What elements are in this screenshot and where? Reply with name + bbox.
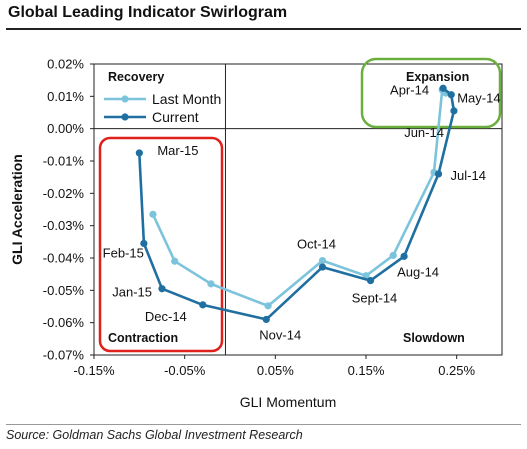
point-label-may-14: May-14 — [457, 91, 500, 106]
plot-border — [93, 63, 503, 356]
y-tick-label: 0.02% — [47, 57, 84, 72]
series-layer — [135, 84, 458, 324]
quadrant-label-slowdown: Slowdown — [403, 331, 465, 345]
data-point-current — [400, 252, 408, 260]
data-point-current — [366, 277, 375, 285]
source-note: Source: Goldman Sachs Global Investment … — [6, 428, 303, 442]
series-line-last-month — [151, 88, 447, 308]
data-point-last-month — [171, 257, 179, 265]
data-point-current — [158, 285, 166, 293]
y-tick-label: -0.04% — [43, 251, 85, 266]
point-label-nov-14: Nov-14 — [259, 327, 301, 342]
x-tick-label: 0.25% — [438, 363, 475, 378]
data-point-current — [434, 170, 443, 178]
y-tick-label: -0.06% — [43, 315, 85, 330]
legend-label-current: Current — [152, 109, 199, 125]
legend-label-last-month: Last Month — [152, 91, 221, 107]
quadrant-label-recovery: Recovery — [108, 70, 164, 84]
data-point-current — [450, 107, 458, 115]
data-point-current — [140, 239, 148, 248]
data-point-last-month — [318, 256, 327, 265]
data-point-last-month — [207, 280, 215, 288]
y-tick-label: -0.01% — [43, 154, 85, 169]
quadrant-label-expansion: Expansion — [406, 70, 469, 84]
y-tick-label: -0.05% — [43, 283, 85, 298]
x-tick-label: -0.15% — [73, 363, 115, 378]
point-label-mar-15: Mar-15 — [157, 143, 198, 158]
point-label-aug-14: Aug-14 — [397, 264, 439, 279]
title-rule — [6, 28, 521, 30]
data-point-last-month — [264, 302, 272, 310]
x-axis-title: GLI Momentum — [240, 394, 336, 410]
y-axis-title: GLI Acceleration — [9, 154, 25, 265]
y-tick-label: -0.07% — [43, 348, 85, 363]
x-tick-label: 0.05% — [257, 363, 294, 378]
data-point-current — [135, 149, 143, 157]
legend-marker-current — [121, 113, 129, 121]
quadrant-label-contraction: Contraction — [108, 331, 178, 345]
y-tick-label: -0.02% — [43, 186, 85, 201]
source-rule — [6, 424, 521, 425]
highlight-layer — [98, 57, 502, 353]
point-label-dec-14: Dec-14 — [145, 309, 187, 324]
data-point-current — [262, 315, 270, 324]
chart-title: Global Leading Indicator Swirlogram — [8, 4, 288, 21]
point-label-oct-14: Oct-14 — [297, 237, 336, 252]
point-label-feb-15: Feb-15 — [103, 245, 144, 260]
data-point-last-month — [149, 210, 157, 218]
x-tick-label: 0.15% — [348, 363, 385, 378]
point-label-jan-15: Jan-15 — [112, 285, 152, 300]
y-tick-label: 0.01% — [47, 89, 84, 104]
point-label-apr-14: Apr-14 — [390, 82, 429, 97]
axis-layer: -0.15% -0.05% 0.05% 0.15% 0.25% 0.02% 0.01% 0.0… — [9, 57, 476, 411]
x-tick-label: -0.05% — [164, 363, 206, 378]
contraction-highlight-box — [98, 136, 224, 353]
label-layer: Recovery Expansion Contraction Slowdown Mar-… — [103, 70, 501, 345]
point-label-jun-14: Jun-14 — [404, 125, 444, 140]
legend-marker-last-month — [121, 95, 129, 103]
data-point-last-month — [389, 251, 397, 260]
point-label-jul-14: Jul-14 — [451, 168, 486, 183]
y-tick-label: 0.00% — [47, 121, 84, 136]
data-point-current — [199, 301, 207, 309]
expansion-highlight-box — [360, 57, 502, 129]
data-point-current — [447, 91, 455, 99]
data-point-current — [318, 263, 327, 271]
data-point-current — [439, 84, 447, 92]
point-label-sept-14: Sept-14 — [352, 291, 398, 306]
legend-layer: Last Month Current — [104, 91, 221, 125]
plot-frame-layer — [93, 63, 503, 356]
y-tick-label: -0.03% — [43, 218, 85, 233]
